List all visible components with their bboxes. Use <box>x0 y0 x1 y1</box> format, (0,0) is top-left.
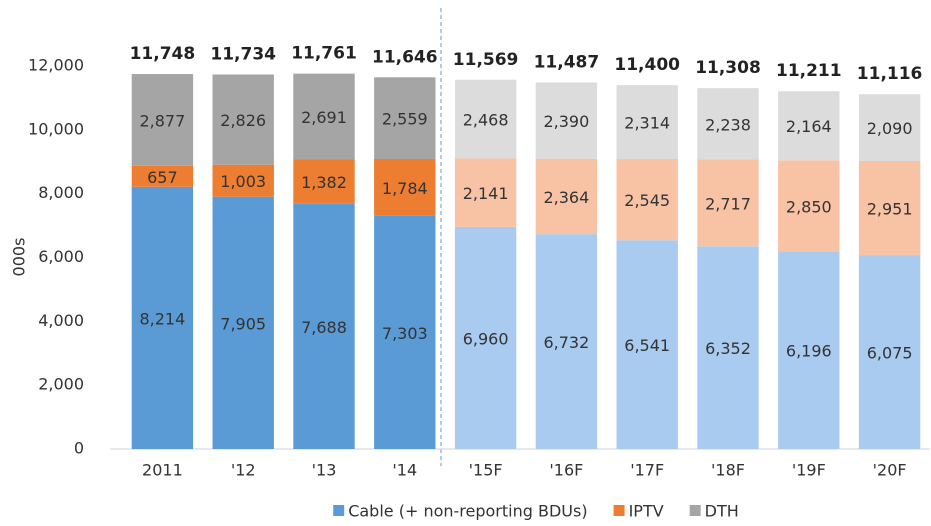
total-label: 11,569 <box>453 50 519 70</box>
bar-segment <box>778 91 840 161</box>
bar-segment <box>778 251 840 449</box>
bar-segment <box>454 226 517 449</box>
bar-segment <box>212 196 274 449</box>
data-label: 2,850 <box>786 197 832 216</box>
data-label: 2,468 <box>463 111 509 130</box>
data-label: 6,732 <box>543 333 589 352</box>
data-label: 7,688 <box>301 318 347 337</box>
x-tick-label: '15F <box>469 461 503 480</box>
y-tick-label: 0 <box>74 439 84 458</box>
total-label: 11,211 <box>776 61 842 81</box>
bar-segment <box>293 203 355 449</box>
bar-segment <box>374 77 436 159</box>
bar-segment <box>697 159 759 247</box>
x-tick-label: '20F <box>873 461 907 480</box>
total-label: 11,734 <box>210 44 276 64</box>
data-label: 6,196 <box>786 342 832 361</box>
data-label: 2,877 <box>139 111 185 130</box>
x-tick-label: '19F <box>792 461 826 480</box>
data-label: 2,141 <box>463 184 509 203</box>
legend-label: IPTV <box>629 502 664 521</box>
data-label: 2,390 <box>543 112 589 131</box>
bar-segment <box>212 164 274 197</box>
x-tick-label: '17F <box>630 461 664 480</box>
data-label: 2,364 <box>543 188 589 207</box>
data-label: 6,352 <box>705 339 751 358</box>
bar-segment <box>535 234 598 449</box>
data-label: 2,826 <box>220 111 266 130</box>
bar-segment <box>697 246 759 449</box>
y-tick-label: 6,000 <box>38 247 84 266</box>
total-label: 11,308 <box>695 58 761 78</box>
x-tick-label: 2011 <box>142 461 183 480</box>
bar-segment <box>212 74 274 165</box>
bar-segment <box>131 186 194 450</box>
legend-swatch <box>333 505 345 516</box>
data-label: 657 <box>147 168 178 187</box>
bar-segment <box>374 215 436 449</box>
data-label: 2,238 <box>705 115 751 134</box>
x-tick-label: '14 <box>392 461 417 480</box>
bar-segment <box>374 158 436 216</box>
legend-label: DTH <box>705 502 739 521</box>
data-label: 6,960 <box>463 329 509 348</box>
legend-swatch <box>613 505 625 516</box>
data-label: 1,382 <box>301 173 347 192</box>
y-tick-label: 4,000 <box>38 311 84 330</box>
data-label: 2,559 <box>382 110 428 129</box>
bar-segment <box>858 94 921 161</box>
data-label: 2,164 <box>786 117 832 136</box>
bar-segment <box>616 85 678 160</box>
bar-segment <box>131 74 194 166</box>
data-label: 8,214 <box>139 309 185 328</box>
bar-segment <box>616 240 678 449</box>
data-label: 2,951 <box>867 200 913 219</box>
data-label: 2,314 <box>624 114 670 133</box>
bar-segment <box>858 160 921 256</box>
data-label: 1,003 <box>220 172 266 191</box>
x-tick-label: '16F <box>549 461 583 480</box>
total-label: 11,116 <box>857 64 923 84</box>
data-label: 2,090 <box>867 119 913 138</box>
bar-segment <box>293 159 355 204</box>
data-label: 2,545 <box>624 191 670 210</box>
bar-segment <box>454 158 517 227</box>
x-tick-label: '13 <box>312 461 337 480</box>
y-tick-label: 10,000 <box>28 119 84 138</box>
data-label: 2,717 <box>705 194 751 213</box>
legend-swatch <box>689 505 701 516</box>
y-tick-label: 2,000 <box>38 375 84 394</box>
bar-segment <box>131 165 194 187</box>
data-label: 6,075 <box>867 344 913 363</box>
total-label: 11,487 <box>534 52 600 72</box>
bar-segment <box>293 73 355 160</box>
bar-segment <box>858 255 921 449</box>
total-label: 11,400 <box>614 55 680 75</box>
y-axis-label: 000s <box>10 238 29 277</box>
bar-segment <box>697 88 759 160</box>
total-label: 11,761 <box>291 44 357 64</box>
data-label: 1,784 <box>382 179 428 198</box>
data-label: 7,905 <box>220 314 266 333</box>
total-label: 11,646 <box>372 47 438 67</box>
y-tick-label: 8,000 <box>38 183 84 202</box>
data-label: 6,541 <box>624 336 670 355</box>
x-tick-label: '12 <box>231 461 256 480</box>
data-label: 2,691 <box>301 108 347 127</box>
total-label: 11,748 <box>130 44 196 64</box>
legend-label: Cable (+ non-reporting BDUs) <box>348 502 587 521</box>
bar-segment <box>535 158 598 235</box>
data-label: 7,303 <box>382 324 428 343</box>
y-tick-label: 12,000 <box>28 56 84 75</box>
x-tick-label: '18F <box>711 461 745 480</box>
bar-segment <box>454 79 517 159</box>
bar-segment <box>616 159 678 241</box>
bar-segment <box>778 160 840 252</box>
bar-segment <box>535 82 598 159</box>
